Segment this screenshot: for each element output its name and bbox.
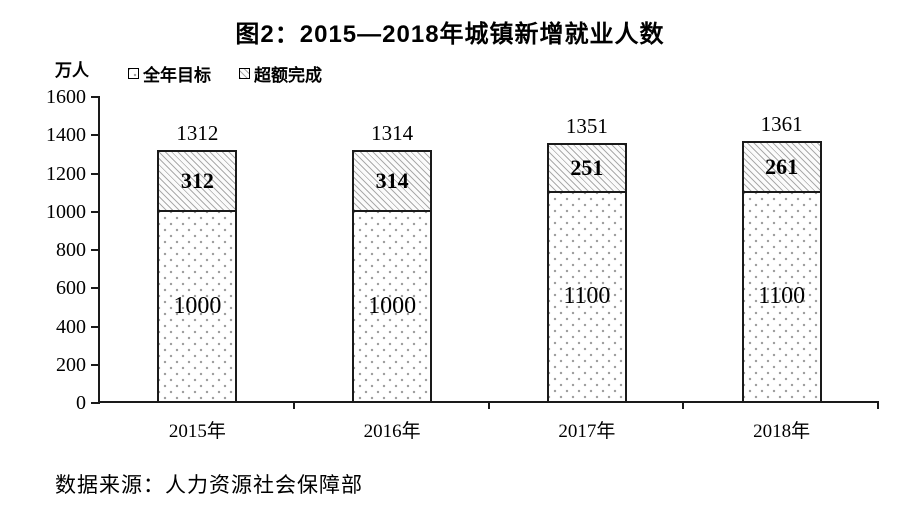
bar-2015年: 312 1000: [157, 150, 238, 401]
bar-segment-target: 1000: [354, 211, 431, 401]
x-category-label: 2017年: [558, 421, 616, 442]
y-tick-label: 0: [76, 392, 86, 414]
bar-segment-excess: 312: [159, 152, 236, 212]
y-axis-tick: [91, 210, 100, 213]
y-axis-tick: [91, 96, 100, 98]
x-category-label: 2016年: [363, 421, 421, 442]
bar-2017年: 251 1100: [546, 142, 627, 401]
bar-total-label: 1314: [371, 120, 414, 145]
y-tick-label: 1000: [46, 200, 86, 223]
bar-total-label: 1351: [565, 113, 608, 138]
legend-item-target: 全年目标: [128, 61, 211, 86]
y-axis-tick: [91, 172, 100, 175]
x-axis-tick: [877, 401, 879, 409]
y-axis-tick: [91, 287, 100, 290]
x-category-label: 2018年: [753, 421, 811, 442]
y-tick-label: 400: [56, 315, 86, 338]
bar-2018年: 261 1100: [741, 140, 822, 401]
source-note: 数据来源：人力资源社会保障部: [55, 474, 363, 497]
y-tick-label: 800: [56, 239, 86, 261]
bar-total-label: 1312: [176, 121, 219, 146]
bar-2016年: 314 1000: [352, 149, 433, 401]
y-axis-tick: [91, 134, 100, 137]
y-axis-tick: [91, 402, 100, 404]
y-tick-label: 1400: [46, 124, 86, 147]
bar-total-label: 1361: [760, 111, 803, 136]
bar-segment-target: 1100: [743, 192, 820, 401]
y-axis-tick: [91, 325, 100, 328]
y-tick-label: 600: [56, 277, 86, 300]
plot-area: 0 200 400 600 800 1000 1200 1400 1600 312 1000 1312…: [46, 86, 879, 442]
legend-swatch-dots-icon: [128, 68, 139, 79]
x-axis-tick: [292, 401, 295, 409]
y-axis-tick: [91, 249, 100, 251]
y-axis-tick: [91, 363, 100, 366]
y-tick-label: 1600: [46, 86, 86, 108]
legend-label-target: 全年目标: [143, 66, 211, 85]
y-tick-label: 1200: [46, 162, 86, 185]
legend-item-excess: 超额完成: [239, 61, 322, 86]
x-category-label: 2015年: [168, 421, 226, 442]
bar-segment-excess: 314: [354, 151, 431, 212]
legend-label-excess: 超额完成: [254, 66, 322, 85]
x-axis-tick: [487, 401, 490, 409]
y-axis-unit-label: 万人: [55, 61, 89, 80]
bar-segment-target: 1100: [548, 192, 625, 401]
legend: 全年目标 超额完成: [128, 61, 322, 86]
bar-segment-target: 1000: [159, 211, 236, 401]
y-tick-label: 200: [56, 353, 86, 376]
bar-segment-excess: 251: [548, 144, 625, 193]
chart-title: 图2：2015—2018年城镇新增就业人数: [235, 21, 665, 48]
legend-swatch-hatch-icon: [239, 68, 250, 79]
bar-segment-excess: 261: [743, 142, 820, 193]
x-axis-tick: [682, 401, 685, 409]
